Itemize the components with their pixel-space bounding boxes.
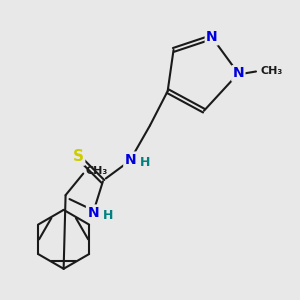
Text: N: N: [124, 153, 136, 167]
Text: N: N: [206, 30, 218, 44]
Text: S: S: [73, 149, 84, 164]
Text: H: H: [103, 209, 113, 222]
Text: N: N: [232, 66, 244, 80]
Text: CH₃: CH₃: [85, 166, 107, 176]
Text: CH₃: CH₃: [261, 67, 283, 76]
Text: H: H: [140, 156, 151, 169]
Text: N: N: [87, 206, 99, 220]
